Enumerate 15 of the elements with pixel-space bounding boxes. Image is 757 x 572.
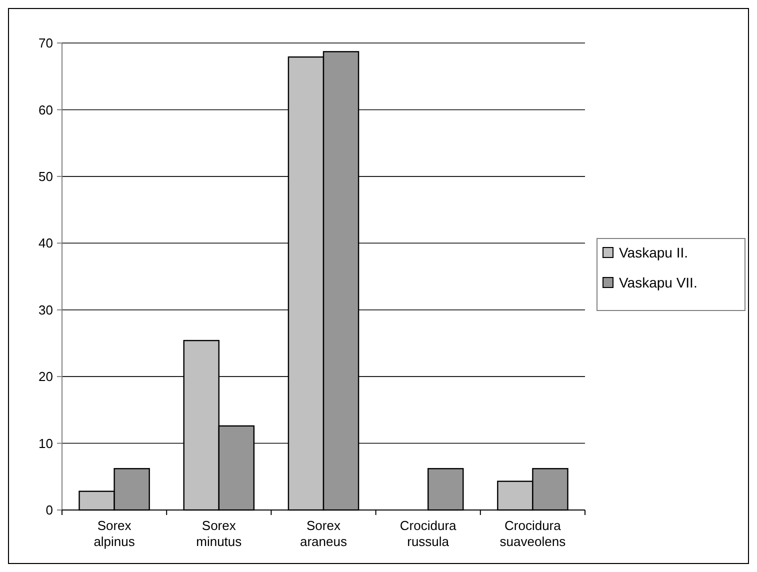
x-tick-label: Sorex alpinus: [94, 518, 136, 549]
x-tick-label: Crocidura suaveolens: [500, 518, 566, 549]
y-tick-label: 40: [38, 236, 53, 251]
x-tick-label: Sorex araneus: [300, 518, 348, 549]
y-tick-label: 20: [38, 369, 53, 384]
y-tick-label: 0: [46, 502, 53, 518]
x-tick-label: Sorex minutus: [196, 518, 242, 549]
y-tick-label: 30: [38, 302, 53, 318]
y-tick-label: 60: [38, 102, 53, 118]
x-tick-label: Crocidura russula: [400, 518, 458, 549]
legend-label: Vaskapu VII.: [619, 274, 698, 290]
y-tick-label: 70: [38, 36, 53, 51]
legend-label: Vaskapu II.: [619, 244, 688, 260]
y-tick-label: 50: [38, 168, 53, 184]
y-tick-label: 10: [38, 436, 53, 451]
